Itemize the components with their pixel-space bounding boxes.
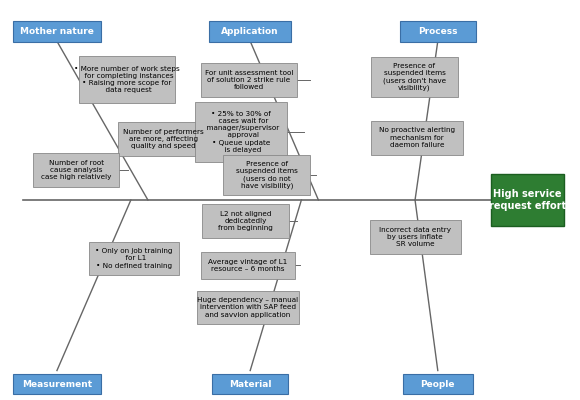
Text: Material: Material	[229, 380, 271, 389]
FancyBboxPatch shape	[400, 21, 476, 42]
FancyBboxPatch shape	[201, 63, 297, 97]
FancyBboxPatch shape	[209, 21, 291, 42]
FancyBboxPatch shape	[202, 204, 289, 238]
Text: Huge dependency – manual
intervention with SAP feed
and savvion application: Huge dependency – manual intervention wi…	[197, 297, 298, 318]
Text: Mother nature: Mother nature	[20, 27, 94, 36]
FancyBboxPatch shape	[118, 122, 209, 156]
FancyBboxPatch shape	[13, 374, 101, 394]
Text: • 25% to 30% of
  cases wait for
  manager/supervisor
  approval
• Queue update
: • 25% to 30% of cases wait for manager/s…	[202, 111, 280, 153]
Text: People: People	[420, 380, 455, 389]
Text: L2 not aligned
dedicatedly
from beginning: L2 not aligned dedicatedly from beginnin…	[218, 211, 273, 232]
FancyBboxPatch shape	[212, 374, 288, 394]
Text: Presence of
suspended items
(users don't have
visibility): Presence of suspended items (users don't…	[383, 62, 446, 91]
Text: Incorrect data entry
by users inflate
SR volume: Incorrect data entry by users inflate SR…	[379, 226, 451, 247]
Text: For unit assessment tool
of solution 2 strike rule
followed: For unit assessment tool of solution 2 s…	[205, 70, 293, 90]
FancyBboxPatch shape	[13, 21, 101, 42]
FancyBboxPatch shape	[223, 155, 310, 195]
Text: • More number of work steps
  for completing instances
• Raising more scope for
: • More number of work steps for completi…	[74, 66, 179, 93]
FancyBboxPatch shape	[33, 153, 119, 187]
Text: Application: Application	[222, 27, 279, 36]
FancyBboxPatch shape	[370, 220, 461, 254]
Text: Measurement: Measurement	[22, 380, 92, 389]
FancyBboxPatch shape	[491, 174, 564, 226]
Text: Presence of
suspended items
(users do not
have visibility): Presence of suspended items (users do no…	[235, 160, 298, 189]
Text: No proactive alerting
mechanism for
daemon failure: No proactive alerting mechanism for daem…	[379, 128, 455, 148]
FancyBboxPatch shape	[195, 102, 287, 162]
Text: High service
request effort: High service request effort	[489, 189, 566, 211]
Text: • Only on job training
  for L1
• No defined training: • Only on job training for L1 • No defin…	[95, 248, 173, 269]
Text: Number of performers
are more, affecting
quality and speed: Number of performers are more, affecting…	[123, 128, 204, 149]
Text: Number of root
cause analysis
case high relatively: Number of root cause analysis case high …	[41, 160, 111, 180]
Text: Process: Process	[418, 27, 458, 36]
FancyBboxPatch shape	[78, 56, 175, 103]
FancyBboxPatch shape	[89, 242, 179, 275]
FancyBboxPatch shape	[371, 57, 458, 97]
Text: Average vintage of L1
resource – 6 months: Average vintage of L1 resource – 6 month…	[208, 259, 288, 272]
FancyBboxPatch shape	[197, 290, 299, 324]
FancyBboxPatch shape	[201, 252, 295, 279]
FancyBboxPatch shape	[403, 374, 473, 394]
FancyBboxPatch shape	[371, 121, 463, 154]
